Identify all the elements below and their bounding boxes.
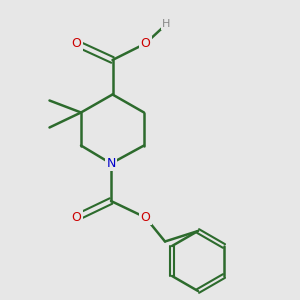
Text: O: O — [141, 37, 150, 50]
Text: O: O — [72, 37, 81, 50]
Text: N: N — [106, 157, 116, 170]
Text: O: O — [72, 211, 81, 224]
Text: H: H — [162, 19, 171, 29]
Text: O: O — [141, 211, 150, 224]
